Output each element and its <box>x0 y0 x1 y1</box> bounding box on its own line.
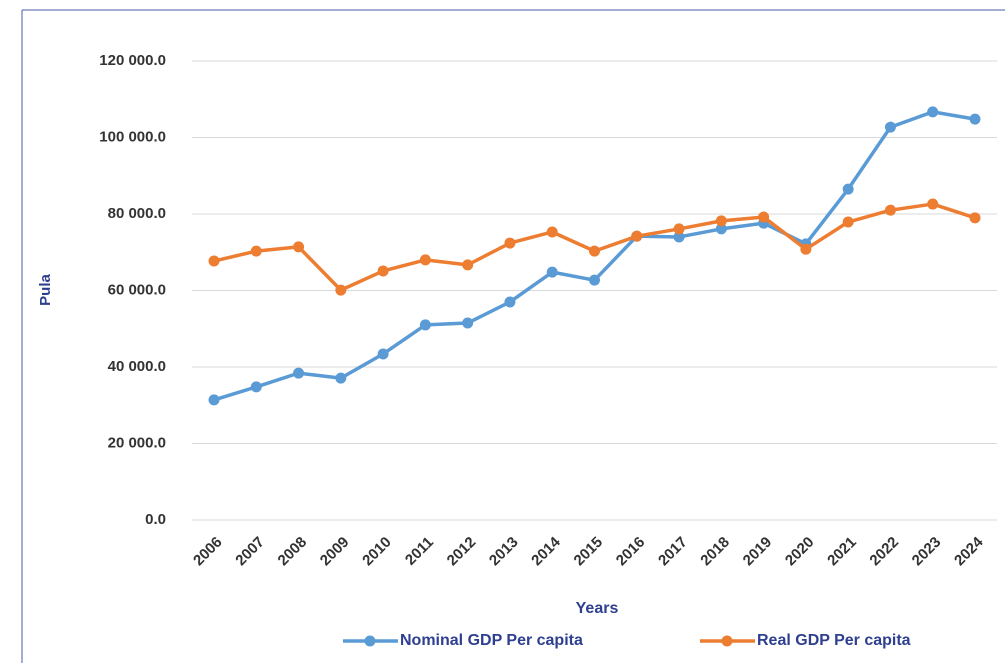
data-point <box>546 266 558 278</box>
data-point <box>673 223 685 235</box>
x-tick-label: 2006 <box>190 534 226 570</box>
x-tick-label: 2010 <box>359 534 395 570</box>
x-tick-label: 2007 <box>232 534 268 570</box>
data-point <box>884 204 896 216</box>
data-point <box>419 254 431 266</box>
x-tick-label: 2017 <box>655 534 691 570</box>
y-tick-label: 40 000.0 <box>108 358 166 375</box>
data-point <box>419 319 431 331</box>
data-point <box>842 183 854 195</box>
x-tick-label: 2018 <box>697 534 733 570</box>
x-tick-label: 2021 <box>824 534 860 570</box>
data-point <box>589 245 600 257</box>
data-point <box>546 226 558 238</box>
data-point <box>335 284 347 296</box>
data-point <box>758 211 770 223</box>
y-tick-label: 120 000.0 <box>99 52 166 69</box>
data-point <box>884 121 896 133</box>
y-tick-label: 100 000.0 <box>99 128 166 145</box>
data-point <box>504 296 516 308</box>
y-tick-label: 80 000.0 <box>108 205 166 222</box>
data-point <box>462 317 474 329</box>
data-point <box>250 245 262 257</box>
data-point <box>293 367 305 379</box>
data-point <box>969 113 981 125</box>
y-tick-label: 0.0 <box>145 511 166 528</box>
legend-label: Nominal GDP Per capita <box>400 632 583 649</box>
x-tick-label: 2014 <box>528 533 564 569</box>
data-point <box>250 381 262 393</box>
x-tick-label: 2013 <box>486 534 522 570</box>
data-point <box>208 394 220 406</box>
x-tick-label: 2022 <box>866 534 902 570</box>
x-tick-label: 2015 <box>571 534 607 570</box>
x-axis-title: Years <box>576 600 619 617</box>
data-point <box>589 274 600 286</box>
data-point <box>335 372 347 384</box>
x-tick-label: 2009 <box>317 534 353 570</box>
y-axis-title: Pula <box>37 274 54 306</box>
data-point <box>208 255 220 267</box>
data-point <box>842 216 854 228</box>
x-tick-label: 2024 <box>951 533 987 569</box>
legend-label: Real GDP Per capita <box>757 632 911 649</box>
y-tick-label: 20 000.0 <box>108 434 166 451</box>
x-tick-label: 2008 <box>275 534 311 570</box>
legend-marker <box>364 635 376 647</box>
x-tick-label: 2011 <box>402 534 437 569</box>
data-point <box>293 241 305 253</box>
x-tick-label: 2016 <box>613 534 649 570</box>
data-point <box>927 106 939 118</box>
legend-marker <box>721 635 733 647</box>
data-point <box>377 265 389 277</box>
data-point <box>715 215 727 227</box>
y-tick-label: 60 000.0 <box>108 281 166 298</box>
data-point <box>673 231 685 243</box>
data-point <box>504 237 516 249</box>
x-tick-label: 2020 <box>782 534 818 570</box>
x-tick-label: 2023 <box>909 534 945 570</box>
data-point <box>800 243 812 255</box>
x-tick-label: 2019 <box>740 534 776 570</box>
data-point <box>715 223 727 235</box>
data-point <box>377 348 389 360</box>
x-tick-label: 2012 <box>444 534 480 570</box>
data-point <box>631 230 643 242</box>
data-point <box>927 198 939 210</box>
data-point <box>969 212 981 224</box>
data-point <box>462 259 474 271</box>
